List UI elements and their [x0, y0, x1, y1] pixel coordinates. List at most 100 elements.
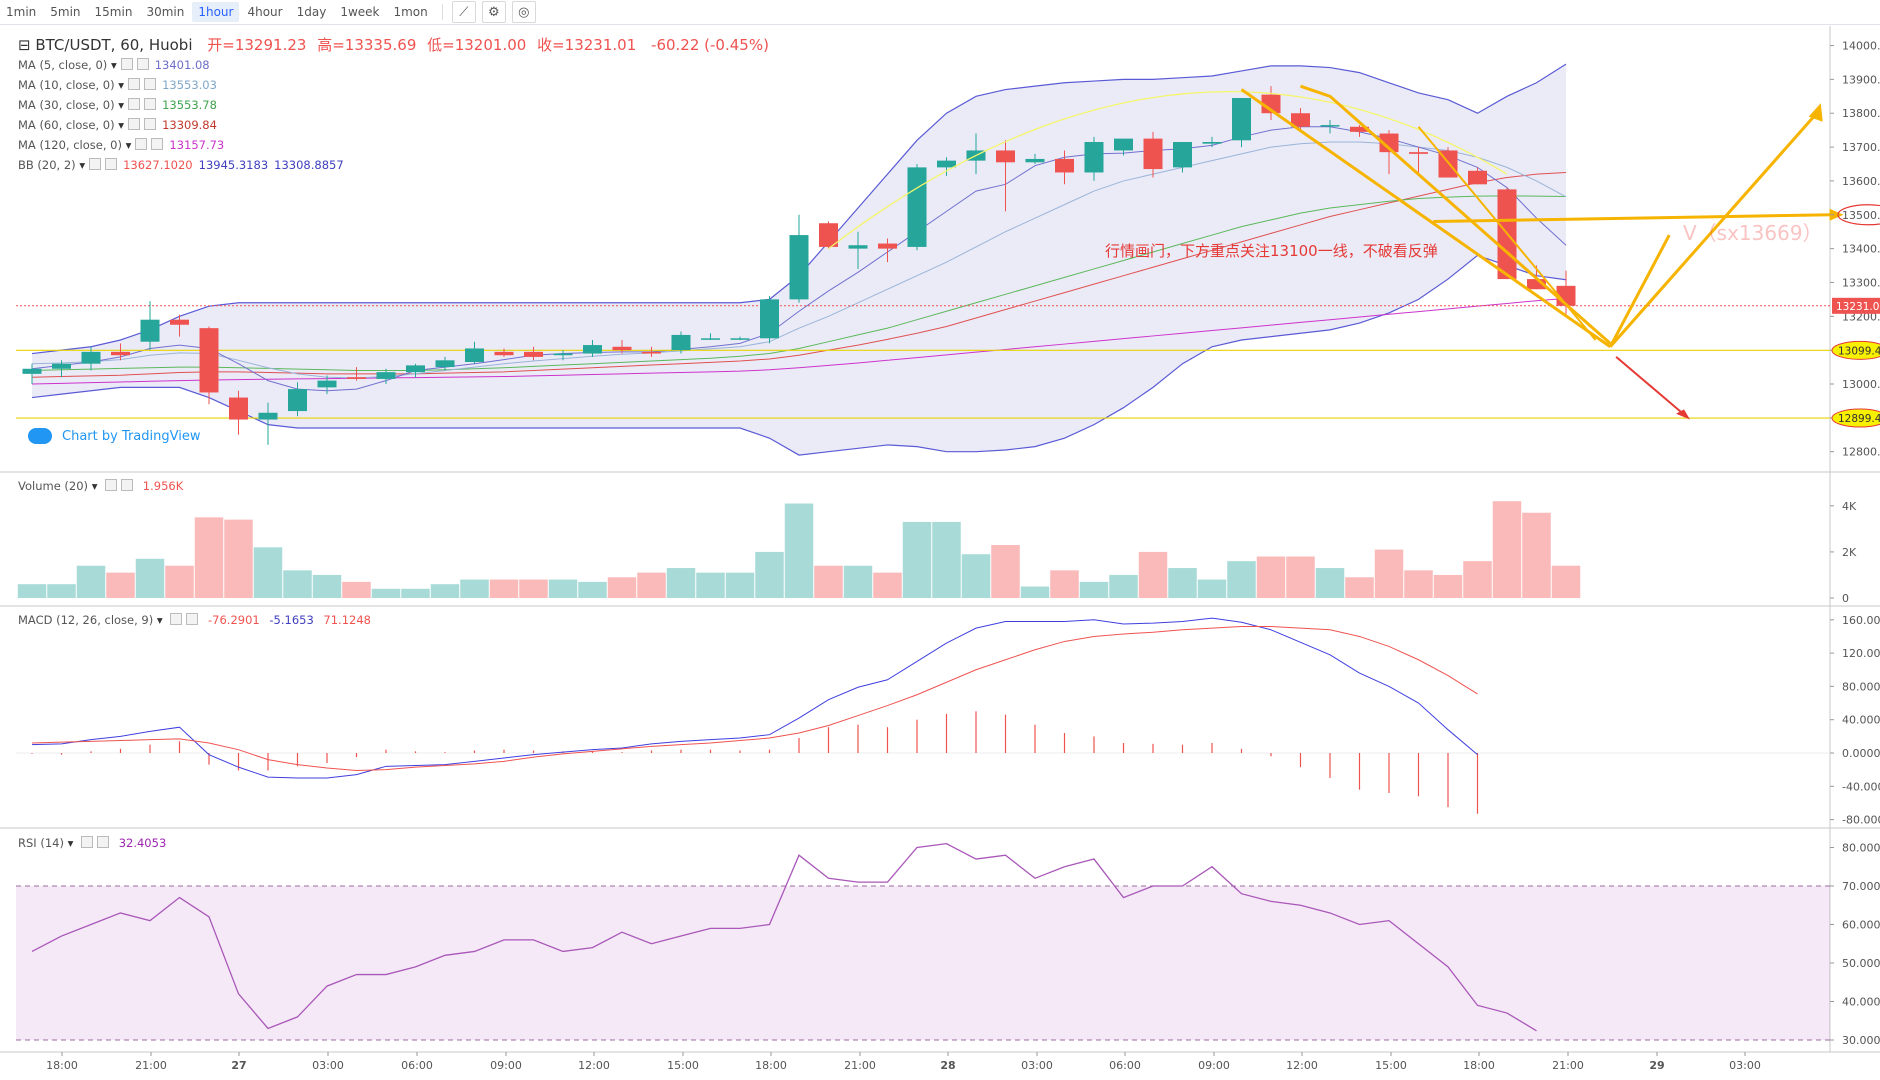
- volume-bar: [1020, 586, 1050, 598]
- level-label: 13099.49: [1838, 345, 1880, 357]
- settings-box-icon[interactable]: [89, 158, 102, 170]
- volume-label: Volume (20): [18, 479, 89, 493]
- rsi-line: [31, 842, 1537, 1032]
- macd-line: [31, 617, 1478, 779]
- close-box-icon[interactable]: [121, 479, 134, 491]
- candle-body: [1202, 142, 1222, 144]
- volume-bar: [1433, 574, 1463, 598]
- dropdown-icon[interactable]: ▾: [114, 98, 125, 112]
- candle-body: [347, 377, 366, 379]
- candle-body: [1409, 152, 1428, 154]
- volume-bar: [873, 572, 902, 598]
- price-tick-label: 13600.00: [1842, 175, 1880, 188]
- candle-body: [111, 351, 130, 356]
- volume-bar: [1463, 561, 1492, 598]
- volume-bar: [902, 521, 932, 598]
- settings-icon[interactable]: ⚙: [481, 1, 506, 23]
- dropdown-icon[interactable]: ▾: [107, 58, 117, 72]
- candle-body: [258, 412, 278, 420]
- price-tick-label: 12800.00: [1842, 446, 1880, 459]
- price-tick-label: 13500.00: [1842, 209, 1880, 222]
- timeframe-1hour[interactable]: 1hour: [192, 2, 240, 22]
- dropdown-icon[interactable]: ▾: [114, 118, 125, 132]
- candle-body: [1468, 170, 1487, 185]
- candle-body: [170, 319, 189, 325]
- settings-box-icon[interactable]: [170, 613, 183, 625]
- volume-bar: [312, 574, 342, 598]
- timeframe-15min[interactable]: 15min: [94, 5, 133, 19]
- volume-bar: [165, 565, 194, 598]
- horizontal-arrow-head: [1829, 208, 1844, 221]
- volume-bar: [194, 517, 224, 598]
- close-box-icon[interactable]: [144, 118, 157, 130]
- indicator-value: 13401.08: [154, 58, 210, 72]
- volume-bar: [637, 572, 666, 598]
- rsi-tick-label: 70.0000: [1842, 880, 1880, 893]
- ma5-line: [31, 126, 1567, 392]
- timeframe-1week[interactable]: 1week: [340, 5, 380, 19]
- dropdown-icon[interactable]: ▾: [75, 158, 86, 172]
- macd-line-value: -5.1653: [269, 613, 314, 627]
- tradingview-badge[interactable]: Chart by TradingView: [28, 428, 201, 444]
- settings-box-icon[interactable]: [128, 118, 141, 130]
- volume-bar: [1227, 561, 1256, 598]
- toolbar-separator: [441, 4, 443, 20]
- snapshot-icon[interactable]: ◎: [511, 1, 536, 23]
- timeframe-4hour[interactable]: 4hour: [247, 5, 283, 19]
- timeframe-1min[interactable]: 1min: [6, 5, 37, 19]
- indicator-value: 13553.03: [162, 78, 217, 92]
- dropdown-icon[interactable]: ▾: [67, 836, 74, 850]
- volume-bar: [666, 568, 696, 598]
- settings-box-icon[interactable]: [135, 138, 148, 150]
- dropdown-icon[interactable]: ▾: [114, 78, 125, 92]
- candle-body: [1143, 138, 1163, 170]
- rsi-label: RSI (14): [18, 836, 64, 850]
- dropdown-icon[interactable]: ▾: [156, 613, 163, 627]
- indicator-row: MA (30, close, 0) ▾ 13553.78: [18, 95, 769, 115]
- price-mark-circle: [1837, 204, 1880, 226]
- settings-box-icon[interactable]: [120, 58, 133, 70]
- dropdown-icon[interactable]: ▾: [121, 138, 132, 152]
- indicator-icon[interactable]: ⟋: [451, 1, 476, 23]
- timeframe-30min[interactable]: 30min: [146, 5, 185, 19]
- settings-box-icon[interactable]: [81, 836, 94, 848]
- volume-bar: [401, 588, 430, 598]
- candle-body: [229, 397, 248, 420]
- volume-bar: [607, 577, 637, 598]
- volume-bar: [1315, 568, 1345, 598]
- level-label: 12899.42: [1838, 413, 1880, 425]
- dropdown-icon[interactable]: ▾: [91, 479, 98, 493]
- indicator-value: 13945.3183: [198, 158, 269, 172]
- close-box-icon[interactable]: [144, 78, 157, 90]
- volume-value: 1.956K: [142, 479, 184, 493]
- indicator-label: MA (5, close, 0): [18, 58, 108, 72]
- price-tick-label: 13700.00: [1842, 141, 1880, 154]
- close-box-icon[interactable]: [136, 58, 149, 70]
- settings-box-icon[interactable]: [128, 98, 141, 110]
- ma60-line: [31, 171, 1567, 378]
- settings-box-icon[interactable]: [128, 78, 141, 90]
- close-box-icon[interactable]: [186, 613, 199, 625]
- volume-bar: [1079, 581, 1109, 598]
- time-tick-label: 21:00: [135, 1059, 167, 1072]
- timeframe-1day[interactable]: 1day: [296, 5, 327, 19]
- settings-box-icon[interactable]: [105, 479, 118, 491]
- volume-bar: [1050, 570, 1079, 598]
- volume-bar: [1256, 556, 1286, 598]
- time-tick-label: 06:00: [401, 1059, 433, 1072]
- candle-body: [1291, 113, 1310, 127]
- timeframe-5min[interactable]: 5min: [50, 5, 81, 19]
- time-tick-label: 03:00: [312, 1059, 344, 1072]
- volume-bar: [371, 588, 401, 598]
- macd-tick-label: 80.0000: [1842, 680, 1880, 693]
- volume-bar: [489, 579, 519, 598]
- close-box-icon[interactable]: [151, 138, 164, 150]
- current-price-label: 13231.01: [1836, 301, 1880, 313]
- collapse-icon[interactable]: ⊟: [18, 36, 31, 54]
- close-box-icon[interactable]: [144, 98, 157, 110]
- candle-body: [22, 368, 42, 374]
- timeframe-1mon[interactable]: 1mon: [393, 5, 428, 19]
- close-box-icon[interactable]: [105, 158, 118, 170]
- close-box-icon[interactable]: [97, 836, 110, 848]
